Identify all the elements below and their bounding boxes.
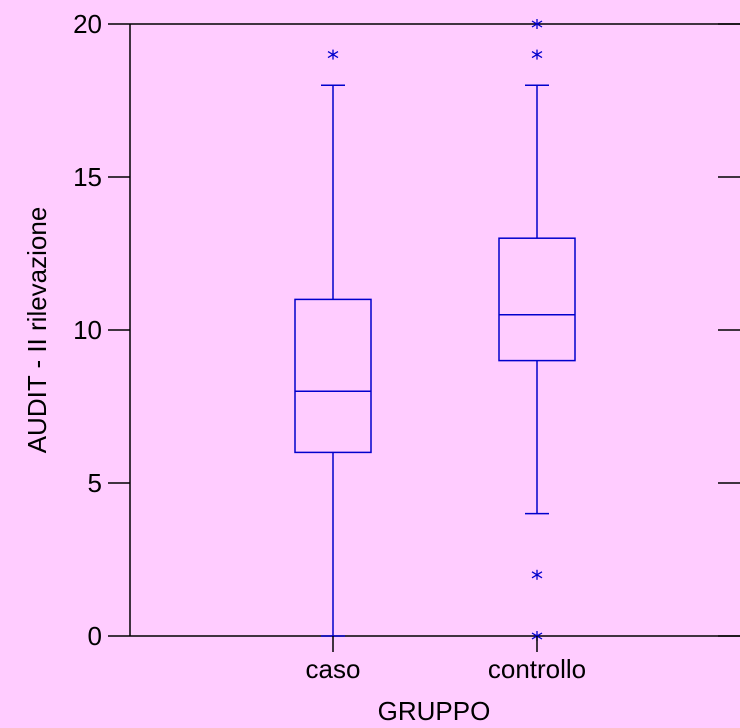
- box-caso: [294, 49, 372, 637]
- plot-frame: [129, 23, 740, 637]
- outlier-stroke: [531, 571, 543, 579]
- outlier-marker: [531, 19, 543, 29]
- outlier-marker: [327, 49, 339, 60]
- y-axis-title: AUDIT - II rilevazione: [22, 207, 52, 454]
- y-axis: 0 5 10 15 20: [73, 9, 740, 651]
- iqr-box: [498, 237, 576, 362]
- x-axis: caso controllo: [306, 636, 586, 684]
- y-tick-label: 15: [73, 162, 102, 192]
- outlier-stroke: [327, 51, 339, 59]
- x-axis-title: GRUPPO: [378, 696, 491, 726]
- y-tick-label: 0: [88, 621, 102, 651]
- y-tick-label: 20: [73, 9, 102, 39]
- outlier-marker: [531, 569, 543, 580]
- y-tick-label: 5: [88, 468, 102, 498]
- iqr-box: [294, 298, 372, 454]
- x-tick-label: controllo: [488, 654, 586, 684]
- outlier-marker: [531, 49, 543, 60]
- y-tick-label: 10: [73, 315, 102, 345]
- outlier-stroke: [531, 20, 543, 28]
- boxes: [294, 19, 576, 641]
- outlier-stroke: [531, 51, 543, 59]
- box-controllo: [498, 19, 576, 641]
- x-tick-label: caso: [306, 654, 361, 684]
